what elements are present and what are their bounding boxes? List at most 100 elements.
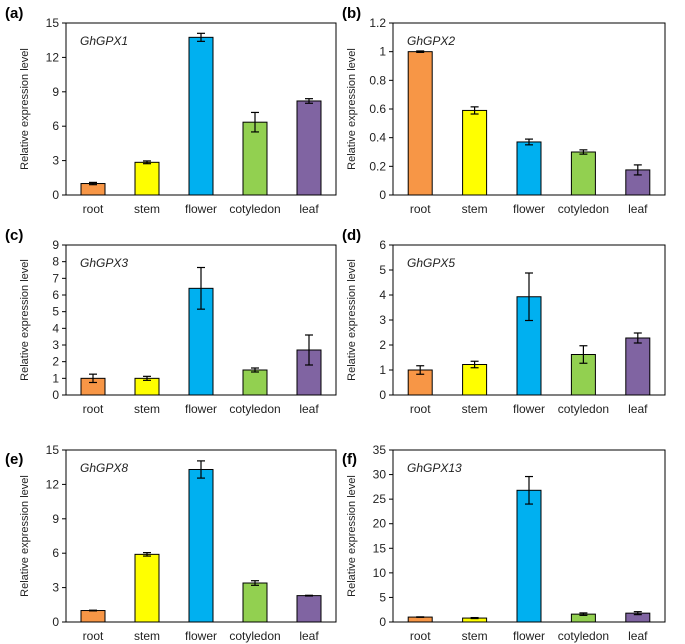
y-tick-label: 12: [46, 477, 60, 491]
x-tick-label: leaf: [628, 202, 648, 216]
x-tick-label: leaf: [299, 402, 319, 416]
x-tick-label: root: [83, 629, 104, 643]
y-tick-label: 25: [373, 492, 387, 506]
y-tick-label: 30: [373, 468, 387, 482]
x-tick-label: stem: [462, 629, 488, 643]
bar-stem: [462, 109, 488, 196]
y-tick-label: 1: [379, 45, 386, 59]
bar-leaf: [296, 595, 322, 623]
y-tick-label: 0.6: [369, 102, 386, 116]
y-tick-label: 3: [52, 338, 59, 352]
panel-label: (f): [342, 451, 357, 468]
bar-flower: [188, 36, 214, 196]
x-tick-label: flower: [513, 402, 545, 416]
y-tick-label: 1: [379, 363, 386, 377]
y-axis-label: Relative expression level: [19, 48, 31, 170]
y-tick-label: 3: [52, 581, 59, 595]
x-tick-label: leaf: [299, 629, 319, 643]
bar-stem: [134, 161, 160, 196]
x-tick-label: root: [83, 402, 104, 416]
y-tick-label: 0.2: [369, 159, 386, 173]
x-tick-label: leaf: [628, 402, 648, 416]
y-tick-label: 9: [52, 512, 59, 526]
bar-cotyledon: [242, 121, 268, 196]
x-tick-label: flower: [513, 629, 545, 643]
y-tick-label: 5: [52, 305, 59, 319]
panel-label: (a): [5, 5, 23, 22]
y-tick-label: 4: [379, 288, 386, 302]
x-tick-label: flower: [185, 402, 217, 416]
y-tick-label: 0: [52, 188, 59, 202]
y-tick-label: 4: [52, 321, 59, 335]
bar-root: [407, 51, 433, 196]
x-tick-label: cotyledon: [229, 629, 280, 643]
y-tick-label: 0: [379, 388, 386, 402]
y-tick-label: 7: [52, 271, 59, 285]
bar-stem: [462, 364, 488, 396]
y-tick-label: 2: [52, 355, 59, 369]
y-tick-label: 6: [52, 119, 59, 133]
y-tick-label: 9: [52, 238, 59, 252]
x-tick-label: cotyledon: [229, 202, 280, 216]
y-axis-label: Relative expression level: [346, 48, 358, 170]
y-tick-label: 12: [46, 50, 60, 64]
x-tick-label: stem: [134, 202, 160, 216]
bar-leaf: [296, 100, 322, 196]
x-tick-label: root: [410, 202, 431, 216]
gene-annotation: GhGPX5: [407, 256, 455, 270]
gene-annotation: GhGPX1: [80, 34, 128, 48]
x-tick-label: stem: [462, 402, 488, 416]
x-tick-label: cotyledon: [229, 402, 280, 416]
x-tick-label: root: [410, 629, 431, 643]
bar-cotyledon: [242, 369, 268, 396]
chart-panel-f: (f) 0 5 10 15 20 25 30 35 Relative expression lev…: [342, 443, 666, 643]
y-tick-label: 5: [379, 263, 386, 277]
gene-annotation: GhGPX2: [407, 34, 455, 48]
panel-label: (e): [5, 451, 23, 468]
y-axis-label: Relative expression level: [346, 259, 358, 381]
bar-leaf: [625, 337, 651, 396]
x-tick-label: root: [83, 202, 104, 216]
y-tick-label: 3: [379, 313, 386, 327]
y-tick-label: 15: [46, 16, 60, 30]
bar-flower: [188, 468, 214, 623]
y-tick-label: 6: [379, 238, 386, 252]
panel-label: (c): [5, 227, 23, 244]
x-tick-label: cotyledon: [558, 402, 609, 416]
x-tick-label: flower: [513, 202, 545, 216]
y-tick-label: 1: [52, 371, 59, 385]
x-tick-label: stem: [462, 202, 488, 216]
y-tick-label: 3: [52, 154, 59, 168]
gene-annotation: GhGPX3: [80, 256, 128, 270]
y-tick-label: 6: [52, 288, 59, 302]
y-tick-label: 0: [52, 388, 59, 402]
y-tick-label: 5: [379, 590, 386, 604]
chart-panel-e: (e) 0 3 6 9 12 15 Relative expression level GhGP…: [5, 443, 337, 643]
y-tick-label: 15: [373, 541, 387, 555]
y-axis-label: Relative expression level: [19, 259, 31, 381]
bar-root: [80, 610, 106, 623]
x-tick-label: leaf: [299, 202, 319, 216]
y-tick-label: 10: [373, 566, 387, 580]
chart-panel-b: (b) 0 0.2 0.4 0.6 0.8 1 1.2 Relative expression …: [342, 5, 666, 216]
y-tick-label: 20: [373, 517, 387, 531]
y-tick-label: 8: [52, 255, 59, 269]
chart-panel-d: (d) 0 1 2 3 4 5 6 Relative expression level GhGPX…: [342, 227, 666, 416]
y-axis-label: Relative expression level: [19, 475, 31, 597]
y-tick-label: 15: [46, 443, 60, 457]
x-tick-label: stem: [134, 629, 160, 643]
gene-annotation: GhGPX13: [407, 461, 462, 475]
y-tick-label: 2: [379, 338, 386, 352]
y-tick-label: 35: [373, 443, 387, 457]
bar-flower: [516, 141, 542, 196]
y-tick-label: 9: [52, 85, 59, 99]
x-tick-label: root: [410, 402, 431, 416]
x-tick-label: leaf: [628, 629, 648, 643]
panel-label: (d): [342, 227, 361, 244]
gene-annotation: GhGPX8: [80, 461, 128, 475]
x-tick-label: flower: [185, 202, 217, 216]
y-tick-label: 0: [379, 188, 386, 202]
y-axis-label: Relative expression level: [346, 475, 358, 597]
y-tick-label: 0.4: [369, 131, 386, 145]
